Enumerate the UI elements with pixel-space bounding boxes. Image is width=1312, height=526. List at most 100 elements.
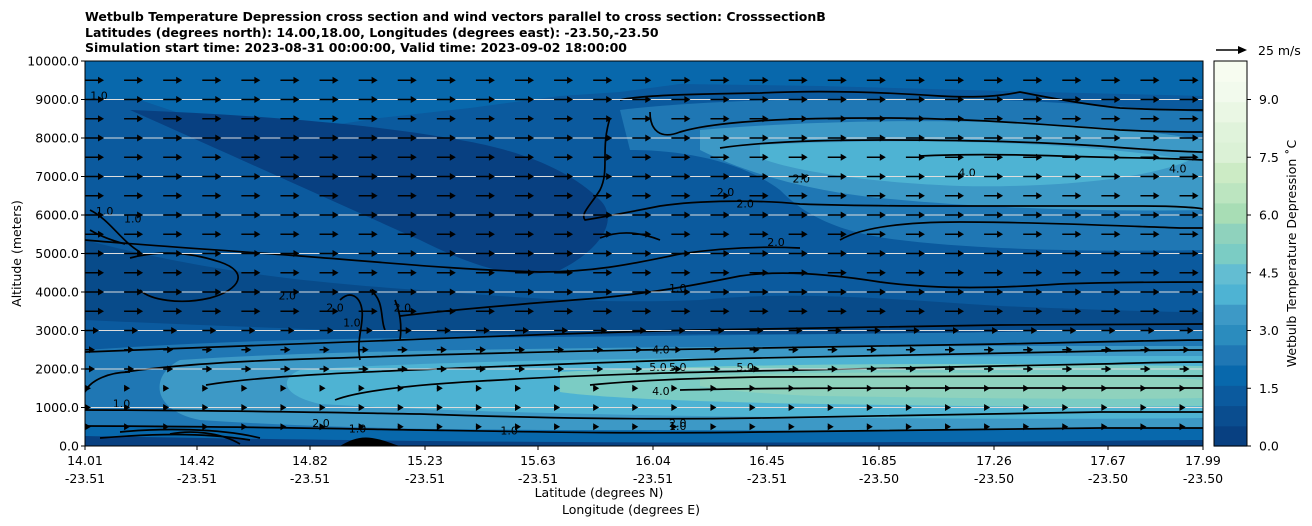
x-tick-lon: -23.51 <box>177 471 217 486</box>
wind-vector <box>1023 134 1043 142</box>
wind-vector <box>202 307 222 315</box>
wind-vector <box>397 346 408 354</box>
wind-vector <box>1140 269 1160 277</box>
wind-vector <box>671 404 678 411</box>
colorbar-tick-label: 9.0 <box>1259 92 1279 107</box>
wind-vector <box>1101 269 1121 277</box>
wind-vector <box>1101 76 1121 84</box>
wind-vector <box>124 115 144 123</box>
wind-vector <box>358 230 378 238</box>
wind-vector <box>163 134 183 142</box>
wind-vector <box>475 230 495 238</box>
wind-vector <box>241 269 261 277</box>
wind-vector <box>241 365 252 373</box>
wind-vector <box>1140 250 1160 257</box>
contour-label: 4.0 <box>652 344 670 357</box>
wind-vector <box>788 211 808 219</box>
wind-vector <box>945 365 955 373</box>
wind-vector <box>124 384 131 392</box>
wind-vector <box>945 173 964 180</box>
wind-vector <box>436 134 456 142</box>
wind-vector <box>1062 115 1082 123</box>
wind-vector <box>1062 269 1082 277</box>
wind-vector <box>593 115 613 123</box>
wind-vector <box>436 173 456 180</box>
wind-vector <box>358 115 378 123</box>
wind-vector <box>319 134 339 142</box>
wind-vector <box>671 307 691 315</box>
wind-vector <box>1140 404 1147 411</box>
wind-vector <box>358 211 378 219</box>
wind-vector <box>1179 76 1199 84</box>
contour-line-18 <box>85 425 1203 434</box>
wind-vector <box>945 153 964 161</box>
wind-vector <box>788 346 799 354</box>
wind-vector <box>671 211 691 219</box>
wind-vector <box>280 173 300 180</box>
wind-vector <box>945 307 964 315</box>
wind-vector <box>593 76 613 84</box>
wind-vector <box>436 269 456 277</box>
wind-vector <box>632 250 652 257</box>
wind-vector <box>593 96 613 103</box>
wind-vector <box>710 250 730 257</box>
wind-vector <box>85 211 104 219</box>
wind-vector <box>866 153 886 161</box>
wind-vector <box>632 423 639 431</box>
wind-vector <box>827 307 847 315</box>
wind-vector <box>436 346 447 354</box>
wind-vector <box>1179 384 1186 392</box>
wind-vector <box>632 173 652 180</box>
wind-vector <box>984 384 991 392</box>
wind-vector <box>241 384 248 392</box>
wind-vector <box>710 269 730 277</box>
wind-vector <box>710 404 717 411</box>
wind-vector <box>905 115 925 123</box>
wind-vector <box>593 365 604 373</box>
wind-vector <box>319 307 339 315</box>
wind-vector <box>593 346 604 354</box>
wind-vector <box>984 307 1004 315</box>
wind-vector <box>85 250 104 257</box>
wind-vector <box>280 115 300 123</box>
wind-vector <box>397 76 417 84</box>
wind-vector <box>515 384 521 392</box>
wind-vector <box>358 384 365 392</box>
wind-vector <box>1062 384 1069 392</box>
wind-vector <box>163 173 183 180</box>
wind-vector <box>124 327 139 334</box>
wind-vector <box>632 269 652 277</box>
wind-vector <box>632 307 652 315</box>
wind-vector <box>124 134 144 142</box>
wind-vector <box>554 269 574 277</box>
wind-vector <box>749 115 769 123</box>
wind-vector <box>554 288 574 296</box>
wind-vector <box>905 96 925 103</box>
wind-vector <box>163 230 183 238</box>
wind-vector <box>202 192 222 200</box>
wind-vector <box>554 230 574 238</box>
colorbar-segment <box>1214 405 1247 427</box>
wind-key-arrow <box>1216 46 1247 54</box>
wind-vector <box>671 230 691 238</box>
x-tick-lat: 16.85 <box>861 453 897 468</box>
wind-vector <box>1179 153 1199 161</box>
wind-vector <box>945 115 964 123</box>
title-line-3: Simulation start time: 2023-08-31 00:00:… <box>85 40 627 55</box>
wind-vector <box>475 423 482 431</box>
wind-vector <box>319 423 326 431</box>
wind-vector <box>945 423 951 431</box>
wind-vector <box>163 423 170 431</box>
wind-vector <box>905 192 925 200</box>
wind-vector <box>632 134 652 142</box>
contour-label: 1.0 <box>669 282 687 295</box>
wind-vector <box>827 173 847 180</box>
wind-vector <box>632 76 652 84</box>
wind-vector <box>827 134 847 142</box>
wind-vector <box>475 250 495 257</box>
wind-vector <box>163 153 183 161</box>
wind-vector <box>475 346 486 354</box>
wind-vector <box>1023 76 1043 84</box>
wind-vector <box>475 76 495 84</box>
